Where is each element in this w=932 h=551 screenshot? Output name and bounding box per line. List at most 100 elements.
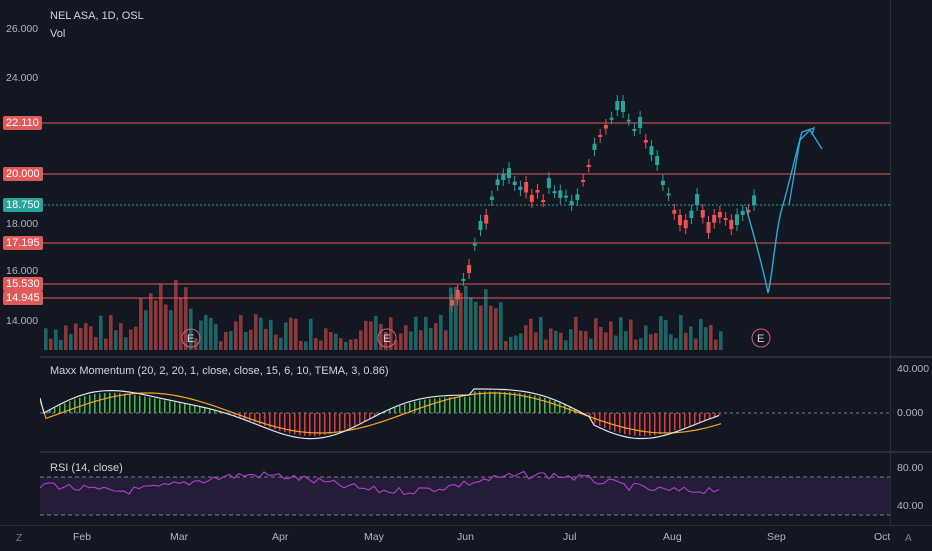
- momentum-histogram-bar: [174, 402, 176, 413]
- volume-bar: [589, 338, 593, 350]
- volume-bar: [674, 338, 678, 350]
- momentum-histogram-bar: [54, 408, 56, 413]
- volume-bar: [54, 330, 58, 350]
- rsi-legend[interactable]: RSI (14, close): [50, 462, 123, 474]
- volume-bar: [139, 298, 143, 350]
- candle-body: [684, 220, 688, 228]
- auto-scale-button[interactable]: A: [905, 533, 912, 544]
- time-label: Sep: [767, 531, 786, 543]
- volume-bar: [49, 339, 53, 350]
- volume-bar: [539, 317, 543, 350]
- candle-body: [473, 244, 477, 246]
- momentum-histogram-bar: [609, 413, 611, 430]
- rsi-pane[interactable]: RSI (14, close): [40, 453, 890, 525]
- candle-body: [564, 196, 568, 198]
- candle-body: [661, 181, 665, 185]
- momentum-histogram-bar: [334, 413, 336, 433]
- volume-bar: [109, 315, 113, 350]
- volume-bar: [604, 332, 608, 350]
- momentum-histogram-bar: [439, 398, 441, 413]
- momentum-pane[interactable]: Maxx Momentum (20, 2, 20, 1, close, clos…: [40, 358, 890, 451]
- volume-bar: [224, 332, 228, 350]
- candle-body: [672, 210, 676, 214]
- volume-bar: [489, 306, 493, 350]
- volume-bar: [364, 321, 368, 350]
- momentum-histogram-bar: [244, 413, 246, 419]
- candle-body: [558, 190, 562, 198]
- momentum-axis[interactable]: 40.000 0.000: [890, 358, 932, 451]
- momentum-histogram-bar: [49, 410, 51, 413]
- momentum-histogram-bar: [94, 394, 96, 413]
- volume-bar: [624, 331, 628, 350]
- momentum-histogram-bar: [154, 398, 156, 413]
- volume-bar: [219, 341, 223, 350]
- momentum-histogram-bar: [669, 413, 671, 432]
- volume-bar: [159, 284, 163, 350]
- volume-bar: [639, 338, 643, 350]
- momentum-histogram-bar: [719, 413, 721, 415]
- log-toggle-button[interactable]: Z: [16, 533, 22, 544]
- momentum-main-line: [40, 389, 719, 439]
- candle-body: [490, 197, 494, 200]
- volume-bar: [179, 297, 183, 350]
- price-tick: 14.000: [6, 315, 38, 327]
- volume-bar: [74, 324, 78, 350]
- volume-bar: [234, 321, 238, 350]
- momentum-histogram-bar: [349, 413, 351, 428]
- symbol-title[interactable]: NEL ASA, 1D, OSL: [50, 10, 144, 22]
- volume-bar: [644, 326, 648, 350]
- candle-body: [621, 101, 625, 112]
- price-tick: 16.000: [6, 265, 38, 277]
- momentum-histogram-bar: [549, 399, 551, 413]
- volume-bar: [499, 302, 503, 350]
- price-tick: 24.000: [6, 72, 38, 84]
- candle-body: [729, 220, 733, 229]
- time-label: Aug: [663, 531, 682, 543]
- price-axis-right[interactable]: [890, 0, 932, 356]
- momentum-histogram-bar: [324, 413, 326, 435]
- candle-body: [604, 125, 608, 129]
- momentum-histogram-bar: [359, 413, 361, 423]
- momentum-histogram-bar: [504, 392, 506, 413]
- rsi-svg: [40, 453, 890, 525]
- candle-body: [678, 215, 682, 225]
- rsi-axis[interactable]: 80.00 40.00: [890, 453, 932, 525]
- volume-bar: [299, 341, 303, 350]
- candle-body: [467, 265, 471, 273]
- momentum-histogram-bar: [129, 394, 131, 413]
- volume-bar: [314, 338, 318, 350]
- volume-legend[interactable]: Vol: [50, 28, 65, 40]
- price-chart-pane[interactable]: E E E NEL ASA, 1D, OSL Vol: [40, 0, 890, 356]
- momentum-histogram-bar: [194, 406, 196, 413]
- volume-bar: [634, 340, 638, 350]
- candle-body: [718, 212, 722, 218]
- momentum-histogram-bar: [344, 413, 346, 430]
- candle-body: [507, 168, 511, 178]
- time-label: Jun: [457, 531, 474, 543]
- momentum-legend[interactable]: Maxx Momentum (20, 2, 20, 1, close, clos…: [50, 365, 389, 377]
- volume-bar: [374, 316, 378, 350]
- candle-body: [593, 144, 597, 150]
- earnings-marker-3[interactable]: E: [752, 329, 770, 347]
- volume-bar: [249, 330, 253, 350]
- momentum-histogram-bar: [389, 410, 391, 413]
- price-chart-svg[interactable]: E E E: [40, 0, 890, 356]
- time-label: Jul: [563, 531, 576, 543]
- volume-bar: [569, 329, 573, 350]
- volume-bar: [434, 323, 438, 350]
- candle-body: [667, 194, 671, 196]
- earnings-marker-label: E: [187, 333, 194, 345]
- volume-bar: [279, 338, 283, 350]
- candle-body: [724, 218, 728, 220]
- projection-drawing[interactable]: [746, 128, 814, 293]
- momentum-histogram-bar: [144, 397, 146, 413]
- volume-bar: [649, 334, 653, 350]
- momentum-histogram-bar: [209, 409, 211, 413]
- volume-bar: [444, 330, 448, 350]
- candle-body: [536, 190, 540, 193]
- time-label: Oct: [874, 531, 890, 543]
- volume-bar: [659, 316, 663, 350]
- price-tag-15530: 15.530: [3, 277, 43, 291]
- projection-arrow[interactable]: [789, 130, 822, 205]
- volume-bar: [409, 331, 413, 350]
